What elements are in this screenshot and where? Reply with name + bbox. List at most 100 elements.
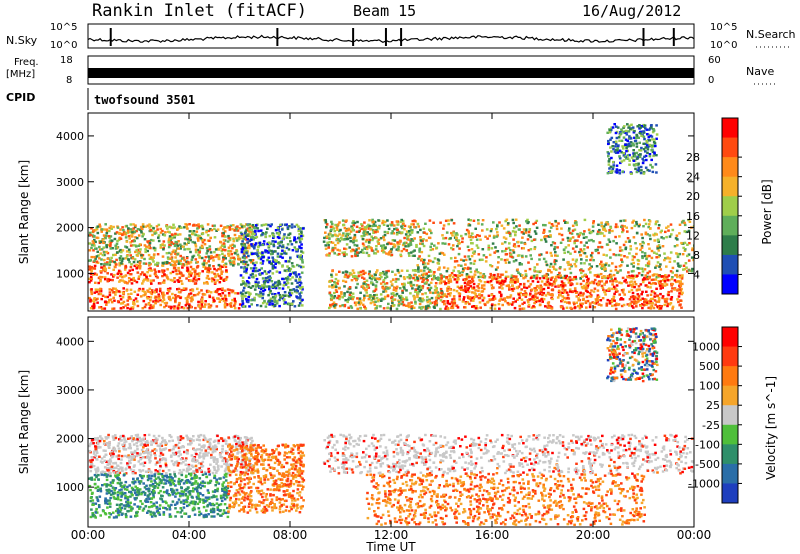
scatter-cell — [664, 274, 667, 277]
scatter-cell — [581, 269, 585, 273]
scatter-cell — [644, 298, 648, 301]
colorbar-cell — [722, 157, 738, 178]
scatter-cell — [653, 299, 657, 302]
scatter-cell — [644, 127, 647, 130]
scatter-cell — [461, 270, 464, 274]
scatter-cell — [526, 238, 530, 241]
scatter-cell — [640, 293, 643, 296]
scatter-cell — [298, 246, 302, 250]
scatter-cell — [566, 236, 570, 240]
scatter-cell — [574, 265, 578, 268]
scatter-cell — [383, 238, 386, 242]
scatter-cell — [121, 296, 125, 299]
scatter-cell — [271, 232, 274, 235]
scatter-cell — [498, 307, 501, 310]
scatter-cell — [391, 278, 395, 281]
scatter-cell — [669, 270, 673, 273]
scatter-cell — [118, 257, 122, 260]
scatter-cell — [538, 286, 541, 290]
scatter-cell — [131, 268, 134, 272]
scatter-cell — [140, 256, 144, 259]
scatter-cell — [481, 284, 484, 287]
scatter-cell — [147, 290, 150, 293]
scatter-cell — [527, 301, 530, 304]
scatter-cell — [365, 226, 369, 229]
scatter-cell — [129, 307, 132, 311]
scatter-cell — [99, 290, 103, 293]
scatter-cell — [490, 293, 494, 297]
scatter-cell — [243, 270, 246, 273]
scatter-cell — [240, 243, 243, 246]
scatter-cell — [361, 276, 364, 279]
scatter-cell — [646, 148, 650, 151]
scatter-cell — [611, 145, 614, 148]
scatter-cell — [351, 248, 355, 252]
scatter-cell — [383, 233, 387, 237]
scatter-cell — [106, 257, 110, 260]
scatter-cell — [652, 290, 656, 294]
scatter-cell — [633, 255, 636, 259]
scatter-cell — [522, 228, 526, 231]
scatter-cell — [504, 237, 508, 240]
scatter-cell — [482, 254, 486, 257]
scatter-cell — [215, 229, 218, 232]
scatter-cell — [671, 271, 674, 274]
scatter-cell — [193, 273, 197, 276]
scatter-cell — [145, 274, 148, 277]
scatter-cell — [389, 280, 393, 283]
scatter-cell — [430, 301, 434, 304]
noise-right-tick-bottom: 10^0 — [710, 40, 737, 51]
scatter-cell — [395, 307, 399, 311]
scatter-cell — [130, 282, 134, 285]
scatter-cell — [535, 226, 539, 229]
scatter-cell — [362, 299, 365, 302]
scatter-cell — [268, 291, 272, 295]
scatter-cell — [579, 291, 582, 294]
scatter-cell — [395, 220, 399, 223]
scatter-cell — [618, 249, 622, 252]
scatter-cell — [375, 297, 379, 300]
scatter-cell — [262, 286, 265, 289]
scatter-cell — [639, 165, 643, 169]
scatter-cell — [553, 248, 556, 251]
freq-label-1: Freq. — [14, 57, 39, 68]
scatter-cell — [477, 296, 481, 300]
scatter-cell — [382, 244, 386, 247]
scatter-cell — [270, 249, 273, 253]
scatter-cell — [451, 234, 454, 237]
scatter-cell — [350, 279, 354, 282]
scatter-cell — [178, 233, 182, 236]
scatter-cell — [163, 301, 167, 305]
scatter-cell — [329, 225, 333, 228]
scatter-cell — [284, 301, 287, 304]
scatter-cell — [440, 277, 443, 280]
scatter-cell — [169, 239, 172, 242]
scatter-cell — [477, 283, 481, 286]
scatter-cell — [206, 223, 210, 226]
scatter-cell — [678, 282, 682, 285]
scatter-cell — [99, 240, 103, 244]
scatter-cell — [106, 272, 109, 275]
scatter-cell — [637, 225, 641, 228]
scatter-cell — [370, 278, 373, 281]
scatter-cell — [272, 250, 275, 253]
scatter-cell — [213, 250, 216, 254]
scatter-cell — [401, 291, 404, 294]
scatter-cell — [530, 257, 533, 261]
scatter-cell — [477, 289, 480, 292]
scatter-cell — [403, 224, 407, 228]
scatter-cell — [277, 241, 281, 244]
scatter-cell — [288, 274, 291, 277]
scatter-cell — [582, 297, 585, 301]
scatter-cell — [560, 300, 563, 303]
scatter-cell — [186, 268, 190, 271]
scatter-cell — [173, 234, 177, 238]
scatter-cell — [512, 238, 515, 241]
scatter-cell — [518, 254, 521, 257]
scatter-cell — [115, 251, 119, 254]
scatter-cell — [326, 241, 329, 244]
scatter-cell — [649, 286, 652, 289]
scatter-cell — [322, 240, 326, 243]
scatter-cell — [253, 299, 256, 302]
scatter-cell — [422, 299, 425, 302]
